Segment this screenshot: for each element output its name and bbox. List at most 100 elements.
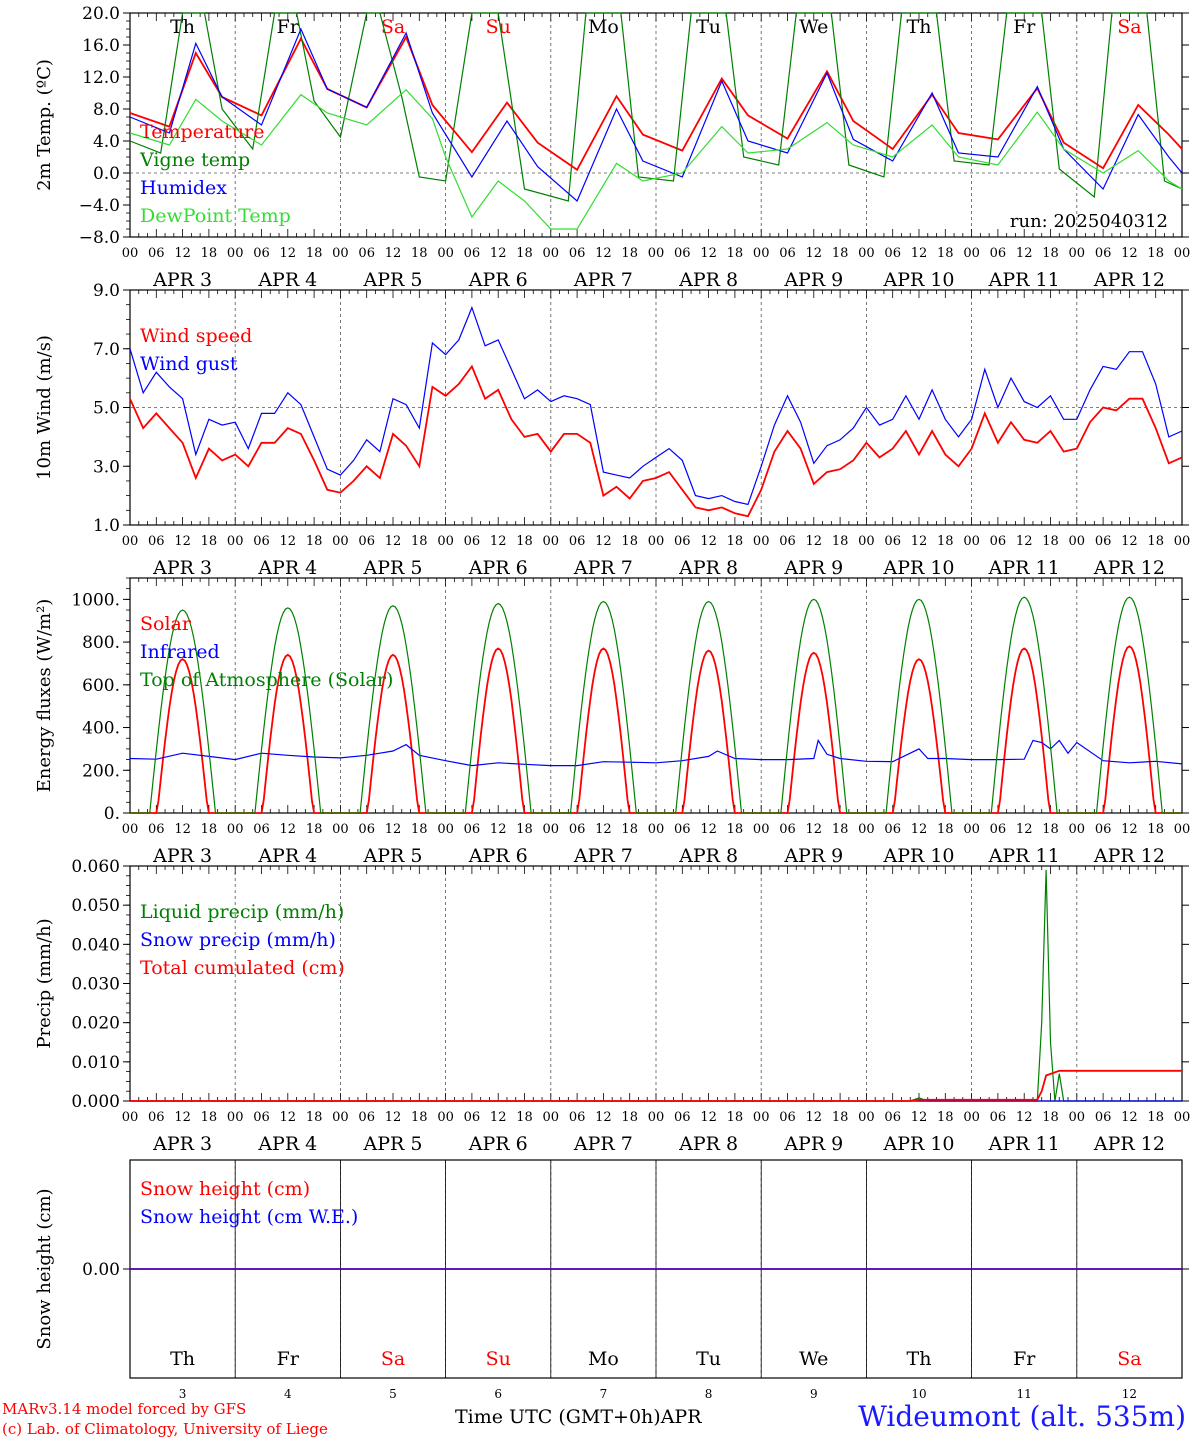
hour-tick-label: 00 xyxy=(1069,822,1086,837)
hour-tick-label: 00 xyxy=(122,1110,139,1125)
hour-tick-label: 12 xyxy=(280,1110,297,1125)
date-label: APR 10 xyxy=(882,269,954,291)
hour-tick-label: 12 xyxy=(385,822,402,837)
hour-tick-label: 00 xyxy=(753,246,770,261)
hour-tick-label: 06 xyxy=(358,534,375,549)
day-number-label: 9 xyxy=(810,1387,818,1401)
hour-tick-label: 12 xyxy=(806,1110,823,1125)
hour-tick-label: 18 xyxy=(937,534,954,549)
hour-tick-label: 06 xyxy=(674,246,691,261)
hour-tick-label: 18 xyxy=(1042,822,1059,837)
date-label: APR 8 xyxy=(678,845,738,867)
hour-tick-label: 06 xyxy=(990,534,1007,549)
date-label: APR 3 xyxy=(152,1133,212,1155)
y-tick-label: 4.0 xyxy=(93,132,120,152)
hour-tick-label: 00 xyxy=(122,534,139,549)
weekday-label: Th xyxy=(170,16,195,38)
hour-tick-label: 06 xyxy=(779,822,796,837)
hour-tick-label: 06 xyxy=(1095,1110,1112,1125)
hour-tick-label: 06 xyxy=(253,534,270,549)
weekday-label: Mo xyxy=(588,16,619,38)
time-axis-month: APR xyxy=(660,1406,702,1428)
weekday-label: Sa xyxy=(381,1348,405,1370)
legend-entry: DewPoint Temp xyxy=(140,205,291,227)
hour-tick-label: 00 xyxy=(858,534,875,549)
hour-tick-label: 00 xyxy=(122,822,139,837)
station-title: Wideumont (alt. 535m) xyxy=(858,1400,1186,1433)
y-tick-label: 0.050 xyxy=(71,896,120,916)
legend-entry: Top of Atmosphere (Solar) xyxy=(140,669,393,691)
day-number-label: 7 xyxy=(600,1387,608,1401)
y-axis-label: Energy fluxes (W/m²) xyxy=(34,599,55,793)
hour-tick-label: 00 xyxy=(1069,534,1086,549)
hour-tick-label: 06 xyxy=(464,246,481,261)
series-line xyxy=(130,596,1182,814)
weekday-label: We xyxy=(799,16,828,38)
hour-tick-label: 18 xyxy=(201,534,218,549)
y-axis-label: 10m Wind (m/s) xyxy=(34,335,55,480)
date-label: APR 6 xyxy=(468,557,528,579)
weekday-label: Th xyxy=(907,16,932,38)
hour-tick-label: 06 xyxy=(779,1110,796,1125)
y-tick-label: 5.0 xyxy=(93,399,120,419)
hour-tick-label: 06 xyxy=(674,1110,691,1125)
hour-tick-label: 00 xyxy=(543,1110,560,1125)
legend-entry: Wind gust xyxy=(140,353,238,375)
hour-tick-label: 00 xyxy=(227,1110,244,1125)
hour-tick-label: 00 xyxy=(543,534,560,549)
y-tick-label: 400. xyxy=(82,719,120,739)
hour-tick-label: 00 xyxy=(122,246,139,261)
hour-tick-label: 18 xyxy=(411,822,428,837)
hour-tick-label: 06 xyxy=(358,1110,375,1125)
hour-tick-label: 12 xyxy=(490,1110,507,1125)
hour-tick-label: 06 xyxy=(990,246,1007,261)
date-label: APR 4 xyxy=(257,557,317,579)
series-line xyxy=(129,27,1183,202)
weekday-label: Tu xyxy=(696,1348,721,1370)
date-label: APR 9 xyxy=(783,557,843,579)
y-tick-label: 1000. xyxy=(71,590,120,610)
hour-tick-label: 00 xyxy=(437,534,454,549)
hour-tick-label: 06 xyxy=(674,822,691,837)
legend-entry: Snow height (cm W.E.) xyxy=(140,1206,358,1228)
hour-tick-label: 00 xyxy=(1069,1110,1086,1125)
hour-tick-label: 06 xyxy=(884,1110,901,1125)
hour-tick-label: 06 xyxy=(779,246,796,261)
hour-tick-label: 18 xyxy=(411,534,428,549)
legend-entry: Wind speed xyxy=(140,325,252,347)
y-tick-label: 0.020 xyxy=(71,1014,120,1034)
hour-tick-label: 18 xyxy=(937,1110,954,1125)
hour-tick-label: 12 xyxy=(595,246,612,261)
weekday-label: Sa xyxy=(381,16,405,38)
hour-tick-label: 00 xyxy=(543,822,560,837)
y-tick-label: 16.0 xyxy=(82,36,120,56)
hour-tick-label: 18 xyxy=(832,534,849,549)
hour-tick-label: 18 xyxy=(201,1110,218,1125)
hour-tick-label: 18 xyxy=(1147,246,1164,261)
hour-tick-label: 06 xyxy=(253,246,270,261)
panel-frame xyxy=(129,12,1183,238)
hour-tick-label: 12 xyxy=(1016,1110,1033,1125)
hour-tick-label: 00 xyxy=(753,822,770,837)
hour-tick-label: 12 xyxy=(1121,1110,1138,1125)
hour-tick-label: 00 xyxy=(753,534,770,549)
y-tick-label: 20.0 xyxy=(82,4,120,24)
hour-tick-label: 00 xyxy=(858,246,875,261)
hour-tick-label: 18 xyxy=(516,246,533,261)
legend-entry: Total cumulated (cm) xyxy=(140,957,345,979)
date-label: APR 8 xyxy=(678,1133,738,1155)
hour-tick-label: 00 xyxy=(227,534,244,549)
hour-tick-label: 06 xyxy=(253,1110,270,1125)
legend-entry: Liquid precip (mm/h) xyxy=(140,901,344,923)
date-label: APR 7 xyxy=(573,1133,633,1155)
hour-tick-label: 00 xyxy=(227,822,244,837)
date-label: APR 7 xyxy=(573,557,633,579)
day-number-label: 10 xyxy=(911,1387,926,1401)
hour-tick-label: 18 xyxy=(306,1110,323,1125)
hour-tick-label: 12 xyxy=(911,534,928,549)
hour-tick-label: 18 xyxy=(937,822,954,837)
hour-tick-label: 06 xyxy=(990,822,1007,837)
legend-entry: Humidex xyxy=(140,177,227,199)
hour-tick-label: 18 xyxy=(201,822,218,837)
